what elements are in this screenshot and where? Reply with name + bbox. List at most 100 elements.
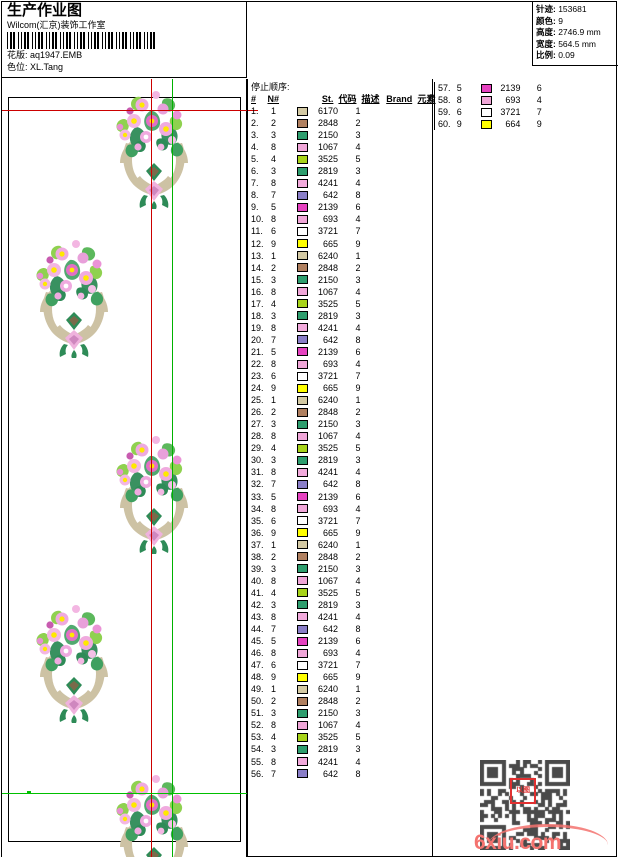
stop-sequence-row[interactable]: 59. 6 3721 7 <box>438 106 558 118</box>
row-thread-code: 665 <box>322 383 338 394</box>
column-header-needle: N# <box>267 94 279 104</box>
stop-sequence-row[interactable]: 54. 3 2819 3 <box>249 743 439 755</box>
thread-color-swatch <box>297 190 308 200</box>
stop-sequence-row[interactable]: 56. 7 642 8 <box>249 768 439 780</box>
thread-color-swatch <box>297 745 308 754</box>
row-needle: 2 <box>271 551 277 562</box>
row-index: 3. <box>251 130 259 141</box>
stop-sequence-row[interactable]: 38. 2 2848 2 <box>249 551 439 563</box>
stop-sequence-row[interactable]: 12. 9 665 9 <box>249 238 439 250</box>
thread-color-swatch <box>297 142 308 152</box>
end-guide-line-green <box>2 793 248 794</box>
stop-sequence-row[interactable]: 15. 3 2150 3 <box>249 274 439 286</box>
info-row-4: 比例: 0.09 <box>536 50 615 62</box>
stop-sequence-row[interactable]: 45. 5 2139 6 <box>249 635 439 647</box>
row-index: 54. <box>251 744 264 755</box>
column-header-brand: Brand <box>386 94 413 104</box>
row-index: 25. <box>251 395 264 406</box>
stop-sequence-row[interactable]: 26. 2 2848 2 <box>249 406 439 418</box>
row-needle: 8 <box>271 503 277 514</box>
row-needle: 2 <box>271 696 277 707</box>
row-index: 9. <box>251 202 259 213</box>
row-stop-number: 3 <box>355 310 361 321</box>
row-stop-number: 6 <box>355 346 361 357</box>
stop-sequence-row[interactable]: 1. 1 6170 1 <box>249 105 439 117</box>
stop-sequence-row[interactable]: 17. 4 3525 5 <box>249 298 439 310</box>
row-needle: 3 <box>271 310 277 321</box>
stop-sequence-row[interactable]: 34. 8 693 4 <box>249 503 439 515</box>
stop-sequence-row[interactable]: 2. 2 2848 2 <box>249 117 439 129</box>
stop-sequence-row[interactable]: 33. 5 2139 6 <box>249 491 439 503</box>
row-stop-number: 8 <box>355 624 361 635</box>
thread-color-swatch <box>297 154 308 164</box>
stop-sequence-row[interactable]: 50. 2 2848 2 <box>249 695 439 707</box>
stop-sequence-row[interactable]: 42. 3 2819 3 <box>249 599 439 611</box>
stop-sequence-row[interactable]: 28. 8 1067 4 <box>249 430 439 442</box>
stop-sequence-row[interactable]: 39. 3 2150 3 <box>249 563 439 575</box>
stop-sequence-row[interactable]: 36. 9 665 9 <box>249 527 439 539</box>
stop-sequence-row[interactable]: 58. 8 693 4 <box>438 94 558 106</box>
row-stop-number: 8 <box>355 768 361 779</box>
stop-sequence-row[interactable]: 46. 8 693 4 <box>249 647 439 659</box>
stop-sequence-row[interactable]: 51. 3 2150 3 <box>249 707 439 719</box>
stop-sequence-row[interactable]: 30. 3 2819 3 <box>249 454 439 466</box>
thread-color-swatch <box>297 443 308 453</box>
stop-sequence-row[interactable]: 35. 6 3721 7 <box>249 515 439 527</box>
stop-sequence-row[interactable]: 29. 4 3525 5 <box>249 442 439 454</box>
stop-sequence-row[interactable]: 43. 8 4241 4 <box>249 611 439 623</box>
floral-wreath-motif <box>106 430 202 554</box>
stop-sequence-row[interactable]: 27. 3 2150 3 <box>249 418 439 430</box>
row-index: 32. <box>251 479 264 490</box>
page-title: 生产作业图 <box>7 2 83 19</box>
design-info-rows: 针迹: 153681 颜色: 9 高度: 2746.9 mm 宽度: 564.5 mm… <box>536 4 615 62</box>
thread-color-swatch <box>297 708 308 718</box>
stop-sequence-row[interactable]: 53. 4 3525 5 <box>249 731 439 743</box>
stop-sequence-row[interactable]: 31. 8 4241 4 <box>249 466 439 478</box>
row-thread-code: 3721 <box>500 107 521 118</box>
stop-sequence-row[interactable]: 10. 8 693 4 <box>249 213 439 225</box>
row-needle: 4 <box>271 587 277 598</box>
stop-sequence-row[interactable]: 32. 7 642 8 <box>249 478 439 490</box>
stop-sequence-row[interactable]: 11. 6 3721 7 <box>249 225 439 237</box>
thread-color-swatch <box>297 395 308 405</box>
stop-sequence-row[interactable]: 14. 2 2848 2 <box>249 262 439 274</box>
thread-color-swatch <box>297 287 308 297</box>
stop-sequence-row[interactable]: 20. 7 642 8 <box>249 334 439 346</box>
row-thread-code: 2139 <box>317 491 338 502</box>
stop-sequence-row[interactable]: 18. 3 2819 3 <box>249 310 439 322</box>
stop-sequence-row[interactable]: 47. 6 3721 7 <box>249 659 439 671</box>
stop-sequence-row[interactable]: 37. 1 6240 1 <box>249 539 439 551</box>
stop-sequence-row[interactable]: 7. 8 4241 4 <box>249 177 439 189</box>
stop-sequence-row[interactable]: 6. 3 2819 3 <box>249 165 439 177</box>
stop-sequence-row[interactable]: 25. 1 6240 1 <box>249 394 439 406</box>
stop-sequence-row[interactable]: 48. 9 665 9 <box>249 671 439 683</box>
row-needle: 3 <box>271 419 277 430</box>
stop-sequence-row[interactable]: 23. 6 3721 7 <box>249 370 439 382</box>
stop-sequence-row[interactable]: 8. 7 642 8 <box>249 189 439 201</box>
stop-sequence-row[interactable]: 57. 5 2139 6 <box>438 82 558 94</box>
row-thread-code: 2848 <box>317 118 338 129</box>
stop-sequence-row[interactable]: 5. 4 3525 5 <box>249 153 439 165</box>
stop-sequence-row[interactable]: 52. 8 1067 4 <box>249 719 439 731</box>
stop-sequence-row[interactable]: 9. 5 2139 6 <box>249 201 439 213</box>
stop-sequence-row[interactable]: 21. 5 2139 6 <box>249 346 439 358</box>
row-index: 30. <box>251 455 264 466</box>
stop-sequence-row[interactable]: 4. 8 1067 4 <box>249 141 439 153</box>
stop-sequence-row[interactable]: 22. 8 693 4 <box>249 358 439 370</box>
stop-sequence-row[interactable]: 19. 8 4241 4 <box>249 322 439 334</box>
stop-sequence-row[interactable]: 3. 3 2150 3 <box>249 129 439 141</box>
thread-color-swatch <box>297 516 308 526</box>
stop-sequence-row[interactable]: 13. 1 6240 1 <box>249 250 439 262</box>
row-needle: 9 <box>456 119 462 130</box>
stop-sequence-row[interactable]: 40. 8 1067 4 <box>249 575 439 587</box>
row-stop-number: 7 <box>355 515 361 526</box>
stop-sequence-row[interactable]: 44. 7 642 8 <box>249 623 439 635</box>
stop-sequence-row[interactable]: 16. 8 1067 4 <box>249 286 439 298</box>
row-index: 40. <box>251 575 264 586</box>
stop-sequence-row[interactable]: 55. 8 4241 4 <box>249 756 439 768</box>
stop-sequence-row[interactable]: 60. 9 664 9 <box>438 118 558 130</box>
stop-sequence-row[interactable]: 41. 4 3525 5 <box>249 587 439 599</box>
stop-sequence-row[interactable]: 24. 9 665 9 <box>249 382 439 394</box>
colorist-label: 色位: <box>7 62 28 72</box>
stop-sequence-row[interactable]: 49. 1 6240 1 <box>249 683 439 695</box>
